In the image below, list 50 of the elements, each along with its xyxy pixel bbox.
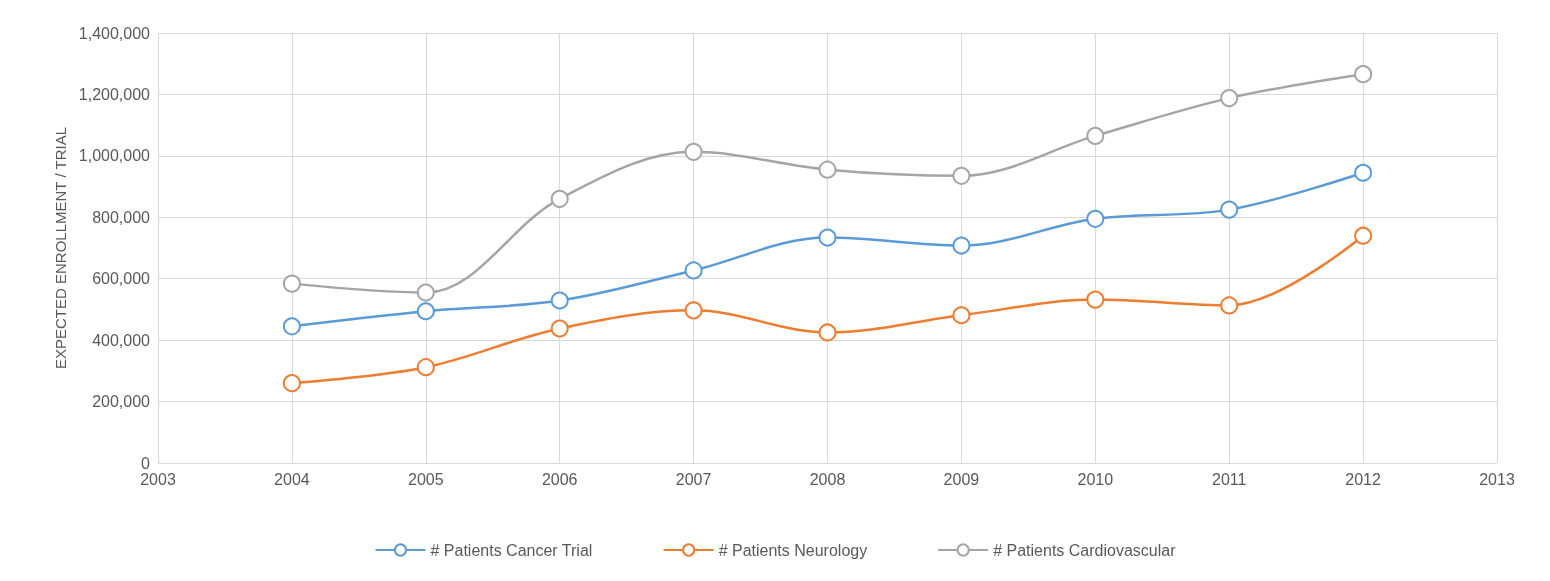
point — [1086, 126, 1105, 145]
point — [818, 160, 837, 179]
y-tick-label: 0 — [141, 454, 151, 472]
point — [684, 261, 703, 280]
legend-label: # Patients Cardiovascular — [993, 541, 1177, 559]
point — [952, 306, 971, 325]
x-tick-label: 2011 — [1212, 470, 1247, 488]
y-axis-title: EXPECTED ENROLLMENT / TRIAL — [51, 126, 69, 370]
x-tick-label: 2006 — [541, 470, 578, 488]
y-tick-label: 400,000 — [92, 331, 151, 349]
y-tick-label: 1,400,000 — [78, 24, 151, 42]
x-tick-label: 2012 — [1345, 470, 1381, 488]
point — [550, 319, 569, 338]
x-tick-label: 2008 — [809, 470, 846, 488]
x-tick-label: 2004 — [274, 470, 310, 488]
point — [952, 166, 971, 185]
y-tick-label: 1,000,000 — [78, 147, 151, 165]
x-tick-label: 2013 — [1479, 470, 1515, 488]
point — [282, 317, 301, 336]
x-tick-label: 2005 — [408, 470, 444, 488]
point — [1086, 209, 1105, 228]
point — [684, 301, 703, 320]
point — [952, 236, 971, 255]
x-tick-label: 2009 — [943, 470, 980, 488]
point — [1354, 226, 1373, 245]
point — [1354, 163, 1373, 182]
x-tick-label: 2010 — [1077, 470, 1114, 488]
y-tick-label: 200,000 — [92, 393, 151, 411]
point — [1220, 89, 1239, 108]
x-tick-label: 2007 — [675, 470, 712, 488]
point — [818, 323, 837, 342]
point — [1354, 65, 1373, 84]
y-tick-label: 600,000 — [92, 270, 151, 288]
legend-label: # Patients Neurology — [718, 541, 868, 559]
point — [1086, 290, 1105, 309]
point — [416, 302, 435, 321]
point — [818, 228, 837, 247]
point — [1220, 296, 1239, 315]
point — [1220, 200, 1239, 219]
point — [550, 189, 569, 208]
y-tick-label: 1,200,000 — [78, 85, 151, 103]
y-tick-label: 800,000 — [92, 208, 151, 226]
point — [684, 142, 703, 161]
point — [416, 358, 435, 377]
point — [282, 274, 301, 293]
legend-label: # Patients Cancer Trial — [430, 541, 593, 559]
x-tick-label: 2003 — [140, 470, 176, 488]
point — [550, 291, 569, 310]
point — [416, 283, 435, 302]
point — [282, 374, 301, 393]
